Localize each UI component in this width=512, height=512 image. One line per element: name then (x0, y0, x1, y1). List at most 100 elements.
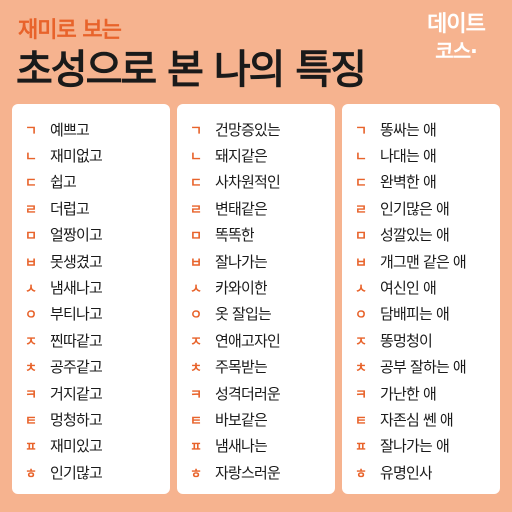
list-item: ㅁ 얼짱이고 (12, 222, 170, 248)
page-title: 초성으로 본 나의 특징 (16, 47, 367, 93)
trait-text: 여신인 애 (380, 279, 436, 298)
trait-text: 바보같은 (215, 410, 268, 429)
list-item: ㅅ 냄새나고 (12, 274, 170, 300)
consonant-label: ㅍ (190, 440, 202, 456)
list-item: ㄴ 돼지같은 (177, 142, 335, 168)
list-item: ㄷ 사차원적인 (177, 169, 335, 195)
list-item: ㅍ 잘나가는 애 (342, 433, 500, 459)
consonant-label: ㅇ (25, 308, 37, 324)
list-item: ㅂ 못생겼고 (12, 248, 170, 274)
consonant-label: ㅂ (355, 255, 367, 271)
trait-text: 담배피는 애 (380, 305, 449, 324)
consonant-label: ㄹ (25, 202, 37, 218)
consonant-label: ㅂ (25, 255, 37, 271)
list-item: ㄴ 나대는 애 (342, 142, 500, 168)
trait-text: 부티나고 (50, 305, 103, 324)
trait-text: 성깔있는 애 (380, 226, 449, 245)
list-item: ㅈ 찐따같고 (12, 327, 170, 353)
list-item: ㅋ 거지같고 (12, 380, 170, 406)
trait-text: 개그맨 같은 애 (380, 252, 466, 271)
list-item: ㄹ 더럽고 (12, 195, 170, 221)
subtitle: 재미로 보는 (18, 18, 122, 43)
trait-text: 사차원적인 (215, 173, 281, 192)
trait-text: 연애고자인 (215, 331, 281, 350)
trait-text: 주목받는 (215, 358, 268, 377)
trait-text: 재미없고 (50, 147, 103, 166)
consonant-label: ㅈ (25, 334, 37, 350)
consonant-label: ㅌ (355, 413, 367, 429)
list-item: ㅁ 똑똑한 (177, 222, 335, 248)
trait-text: 성격더러운 (215, 384, 281, 403)
list-item: ㅎ 인기많고 (12, 459, 170, 485)
trait-text: 카와이한 (215, 279, 268, 298)
trait-text: 자존심 쎈 애 (380, 410, 453, 429)
consonant-label: ㄹ (190, 202, 202, 218)
list-item: ㅌ 멍청하고 (12, 406, 170, 432)
consonant-label: ㅎ (190, 466, 202, 482)
trait-text: 예쁘고 (50, 120, 90, 139)
consonant-label: ㄷ (355, 176, 367, 192)
list-item: ㅊ 공부 잘하는 애 (342, 354, 500, 380)
trait-text: 멍청하고 (50, 410, 103, 429)
list-item: ㅇ 부티나고 (12, 301, 170, 327)
list-item: ㄱ 똥싸는 애 (342, 116, 500, 142)
list-item: ㅊ 공주같고 (12, 354, 170, 380)
list-item: ㅍ 재미있고 (12, 433, 170, 459)
trait-text: 똥멍청이 (380, 331, 433, 350)
trait-text: 냄새나는 (215, 437, 268, 456)
trait-text: 재미있고 (50, 437, 103, 456)
trait-text: 똑똑한 (215, 226, 255, 245)
trait-text: 더럽고 (50, 199, 90, 218)
trait-text: 찐따같고 (50, 331, 103, 350)
consonant-label: ㄱ (190, 123, 202, 139)
list-item: ㅇ 담배피는 애 (342, 301, 500, 327)
consonant-label: ㅎ (355, 466, 367, 482)
consonant-label: ㅎ (25, 466, 37, 482)
list-item: ㅊ 주목받는 (177, 354, 335, 380)
consonant-label: ㅌ (25, 413, 37, 429)
list-item: ㅁ 성깔있는 애 (342, 222, 500, 248)
trait-text: 건망증있는 (215, 120, 281, 139)
consonant-label: ㄴ (25, 150, 37, 166)
trait-text: 잘나가는 (215, 252, 268, 271)
consonant-label: ㄱ (355, 123, 367, 139)
trait-text: 냄새나고 (50, 279, 103, 298)
consonant-label: ㅅ (25, 282, 37, 298)
logo-line-2: 코스· (435, 39, 477, 63)
list-item: ㅈ 똥멍청이 (342, 327, 500, 353)
consonant-label: ㄱ (25, 123, 37, 139)
consonant-label: ㅍ (25, 440, 37, 456)
list-item: ㄱ 예쁘고 (12, 116, 170, 142)
consonant-label: ㅂ (190, 255, 202, 271)
trait-text: 자랑스러운 (215, 463, 281, 482)
list-item: ㄷ 완벽한 애 (342, 169, 500, 195)
consonant-label: ㄹ (355, 202, 367, 218)
panel-column-2: ㄱ 건망증있는 ㄴ 돼지같은 ㄷ 사차원적인 ㄹ 변태같은 ㅁ 똑똑한 ㅂ 잘나가는 ㅅ 카와이한 ㅇ 옷 잘… (177, 104, 335, 494)
consonant-label: ㅁ (190, 229, 202, 245)
column-1-list: ㄱ 예쁘고 ㄴ 재미없고 ㄷ 쉽고 ㄹ 더럽고 ㅁ 얼짱이고 ㅂ 못생겼고 ㅅ 냄새나고 ㅇ 부티나고 ㅈ 찐따같… (12, 116, 170, 485)
list-item: ㄹ 인기많은 애 (342, 195, 500, 221)
consonant-label: ㅋ (355, 387, 367, 403)
trait-text: 인기많고 (50, 463, 103, 482)
trait-text: 쉽고 (50, 173, 77, 192)
consonant-label: ㅈ (190, 334, 202, 350)
trait-text: 유명인사 (380, 463, 433, 482)
list-item: ㄴ 재미없고 (12, 142, 170, 168)
consonant-label: ㄷ (25, 176, 37, 192)
trait-text: 공주같고 (50, 358, 103, 377)
consonant-label: ㅅ (355, 282, 367, 298)
consonant-label: ㅋ (190, 387, 202, 403)
consonant-label: ㅊ (25, 361, 37, 377)
list-item: ㅅ 카와이한 (177, 274, 335, 300)
trait-text: 돼지같은 (215, 147, 268, 166)
consonant-label: ㅋ (25, 387, 37, 403)
column-3-list: ㄱ 똥싸는 애 ㄴ 나대는 애 ㄷ 완벽한 애 ㄹ 인기많은 애 ㅁ 성깔있는 애 ㅂ 개그맨 같은 … (342, 116, 500, 485)
list-item: ㄱ 건망증있는 (177, 116, 335, 142)
list-item: ㅈ 연애고자인 (177, 327, 335, 353)
trait-text: 완벽한 애 (380, 173, 436, 192)
consonant-label: ㅈ (355, 334, 367, 350)
consonant-label: ㅊ (190, 361, 202, 377)
trait-text: 똥싸는 애 (380, 120, 436, 139)
list-item: ㅎ 유명인사 (342, 459, 500, 485)
trait-text: 얼짱이고 (50, 226, 103, 245)
